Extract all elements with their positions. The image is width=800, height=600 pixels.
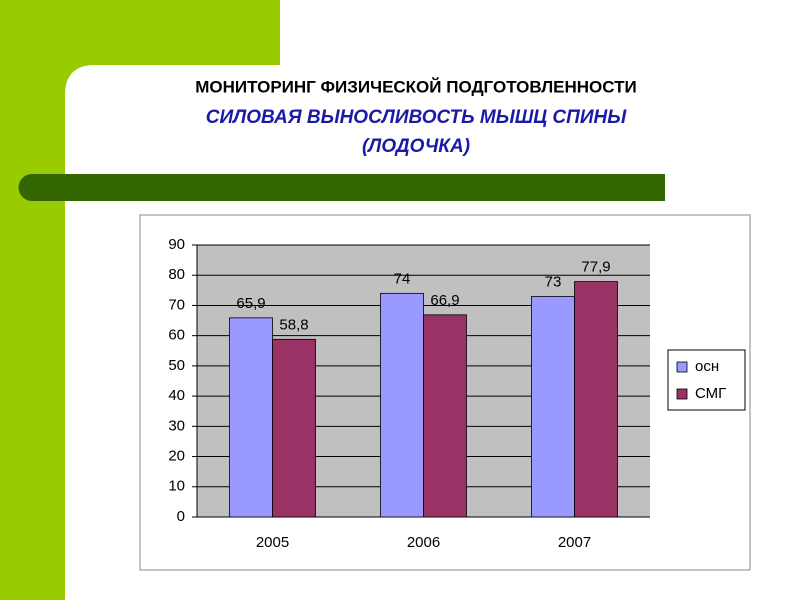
divider-bar <box>18 174 665 201</box>
bar <box>380 292 424 518</box>
bar <box>272 338 316 518</box>
legend-swatch <box>676 388 688 400</box>
y-tick-label: 80 <box>168 266 185 283</box>
legend-label: СМГ <box>695 385 726 402</box>
x-tick-label: 2007 <box>558 534 591 551</box>
subtitle: (ЛОДОЧКА) <box>362 136 470 157</box>
value-label: 73 <box>545 273 562 290</box>
bar <box>423 314 467 518</box>
title: МОНИТОРИНГ ФИЗИЧЕСКОЙ ПОДГОТОВЛЕННОСТИ <box>195 77 636 96</box>
y-tick-label: 30 <box>168 417 185 434</box>
y-tick-label: 60 <box>168 327 185 344</box>
value-label: 77,9 <box>581 259 610 276</box>
value-label: 65,9 <box>236 295 265 312</box>
y-tick-label: 90 <box>168 236 185 253</box>
y-tick-label: 0 <box>177 508 185 525</box>
background-white <box>280 0 800 70</box>
x-tick-label: 2006 <box>407 534 440 551</box>
y-tick-label: 10 <box>168 478 185 495</box>
value-label: 74 <box>394 270 411 287</box>
legend-swatch <box>676 361 688 373</box>
y-tick-label: 70 <box>168 296 185 313</box>
legend-label: осн <box>695 358 719 375</box>
value-label: 66,9 <box>430 292 459 309</box>
legend <box>667 349 746 411</box>
y-tick-label: 40 <box>168 387 185 404</box>
y-tick-label: 20 <box>168 448 185 465</box>
value-label: 58,8 <box>279 316 308 333</box>
subtitle: СИЛОВАЯ ВЫНОСЛИВОСТЬ МЫШЦ СПИНЫ <box>206 107 627 128</box>
x-tick-label: 2005 <box>256 534 289 551</box>
bar <box>229 317 273 518</box>
y-tick-label: 50 <box>168 357 185 374</box>
bar <box>574 281 618 518</box>
bar <box>531 295 575 518</box>
